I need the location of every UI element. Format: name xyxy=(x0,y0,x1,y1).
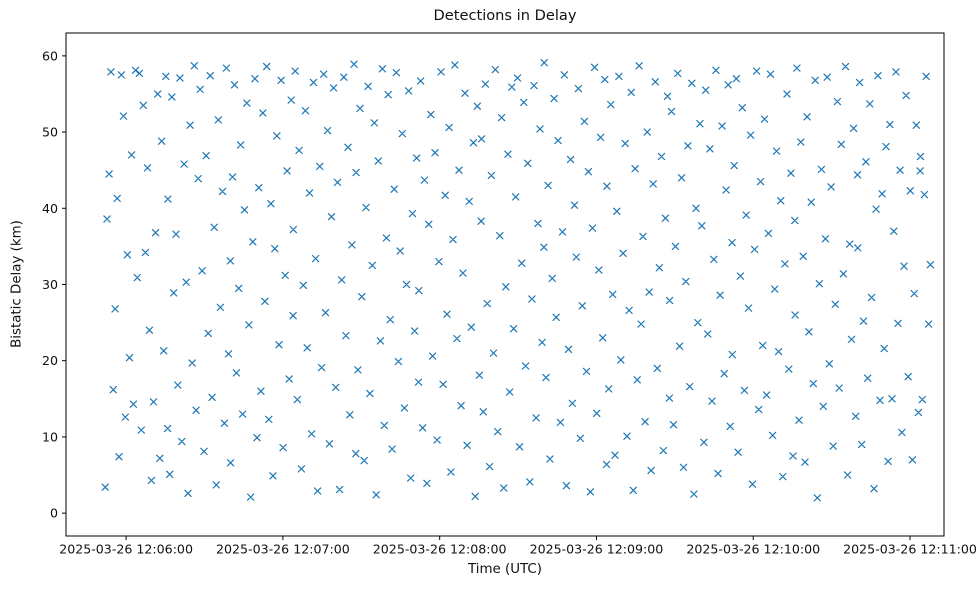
x-tick-label: 2025-03-26 12:11:00 xyxy=(843,542,977,557)
x-tick-label: 2025-03-26 12:07:00 xyxy=(216,542,350,557)
y-axis: 0 10 20 30 40 50 60 xyxy=(42,48,66,521)
scatter-points xyxy=(101,59,935,502)
x-tick-label: 2025-03-26 12:09:00 xyxy=(530,542,664,557)
y-tick-label: 30 xyxy=(42,277,58,292)
y-tick-label: 0 xyxy=(50,506,58,521)
x-tick-label: 2025-03-26 12:06:00 xyxy=(59,542,193,557)
x-axis-label: Time (UTC) xyxy=(467,562,543,577)
y-tick-label: 20 xyxy=(42,353,58,368)
x-tick-label: 2025-03-26 12:08:00 xyxy=(373,542,507,557)
chart-title: Detections in Delay xyxy=(433,7,577,24)
x-tick-label: 2025-03-26 12:10:00 xyxy=(686,542,820,557)
y-axis-label: Bistatic Delay (km) xyxy=(9,220,25,348)
y-tick-label: 50 xyxy=(42,125,58,140)
y-tick-label: 40 xyxy=(42,201,58,216)
plot-frame xyxy=(65,32,945,537)
y-tick-label: 10 xyxy=(42,429,58,444)
y-tick-label: 60 xyxy=(42,48,58,63)
x-axis: 2025-03-26 12:06:00 2025-03-26 12:07:00 20… xyxy=(59,536,977,557)
